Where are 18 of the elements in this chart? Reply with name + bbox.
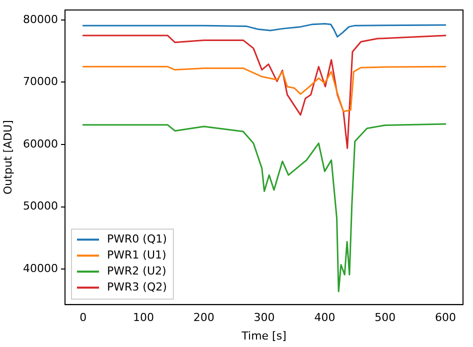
x-tick-label: 500 [374,311,396,324]
x-tick-label: 0 [80,311,87,324]
legend-label: PWR0 (Q1) [107,232,167,246]
y-axis-title: Output [ADU] [1,120,14,194]
x-tick-label: 300 [254,311,275,324]
y-tick-label: 70000 [23,75,58,88]
y-tick-label: 40000 [23,262,58,275]
y-tick-label: 80000 [23,12,58,26]
legend-label: PWR2 (U2) [107,264,166,278]
x-tick-label: 600 [434,311,456,324]
x-tick-label: 200 [193,311,214,324]
legend-label: PWR1 (U1) [107,248,166,262]
x-axis-title: Time [s] [240,329,286,342]
y-tick-label: 50000 [23,200,58,213]
x-tick-label: 100 [133,311,154,324]
y-tick-label: 60000 [23,137,58,150]
legend-label: PWR3 (Q2) [107,280,167,294]
x-tick-label: 400 [314,311,336,324]
